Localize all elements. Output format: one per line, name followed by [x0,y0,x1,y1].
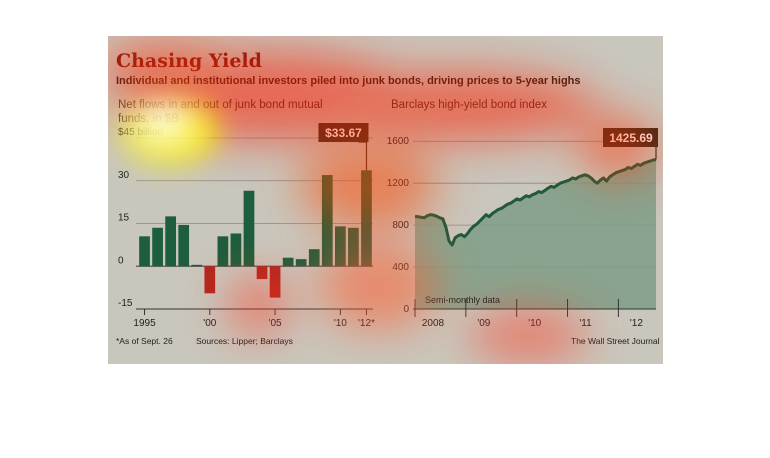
flow-bar [295,259,307,267]
credit-note: The Wall Street Journal [571,336,660,346]
flow-bar [217,236,229,267]
right-area-chart: 0 400 800 1200 1600 Semi-monthly data 2008 '09 '… [387,128,658,329]
right-y-tick-label: 1600 [387,136,410,147]
semi-monthly-annotation: Semi-monthly data [425,295,500,305]
right-x-tick-label: 2008 [422,318,445,329]
flow-bar [165,216,176,267]
right-x-tick-label: '12 [630,318,643,329]
flow-bar [308,249,320,267]
flow-bar [139,236,150,267]
flow-bar [256,266,268,280]
left-x-tick-label: 1995 [133,318,156,329]
left-y-tick-label: 0 [118,255,124,266]
flow-bar [282,257,294,267]
flow-bar [230,233,242,267]
flow-bar [191,264,203,267]
right-y-tick-label: 0 [403,304,409,315]
right-y-tick-label: 400 [392,262,409,273]
right-x-tick-label: '09 [477,318,490,329]
right-y-tick-label: 800 [392,220,409,231]
flow-bar [152,227,163,267]
chart-figure: Chasing Yield Individual and institution… [108,36,663,364]
right-callout-label: 1425.69 [609,131,653,145]
index-area [415,159,656,309]
left-y-tick-label: 15 [118,213,130,224]
flow-bar [204,266,216,294]
flow-bar [178,224,190,267]
sources-note: Sources: Lipper; Barclays [196,336,293,346]
left-x-tick-label: '00 [203,318,216,329]
left-y-tick-label: -15 [118,298,133,309]
right-x-tick-label: '10 [528,318,541,329]
right-x-tick-label: '11 [579,318,592,329]
flow-bar [243,190,255,267]
right-y-tick-label: 1200 [387,178,410,189]
footnote: *As of Sept. 26 [116,336,173,346]
left-y-tick-label: 30 [118,170,130,181]
